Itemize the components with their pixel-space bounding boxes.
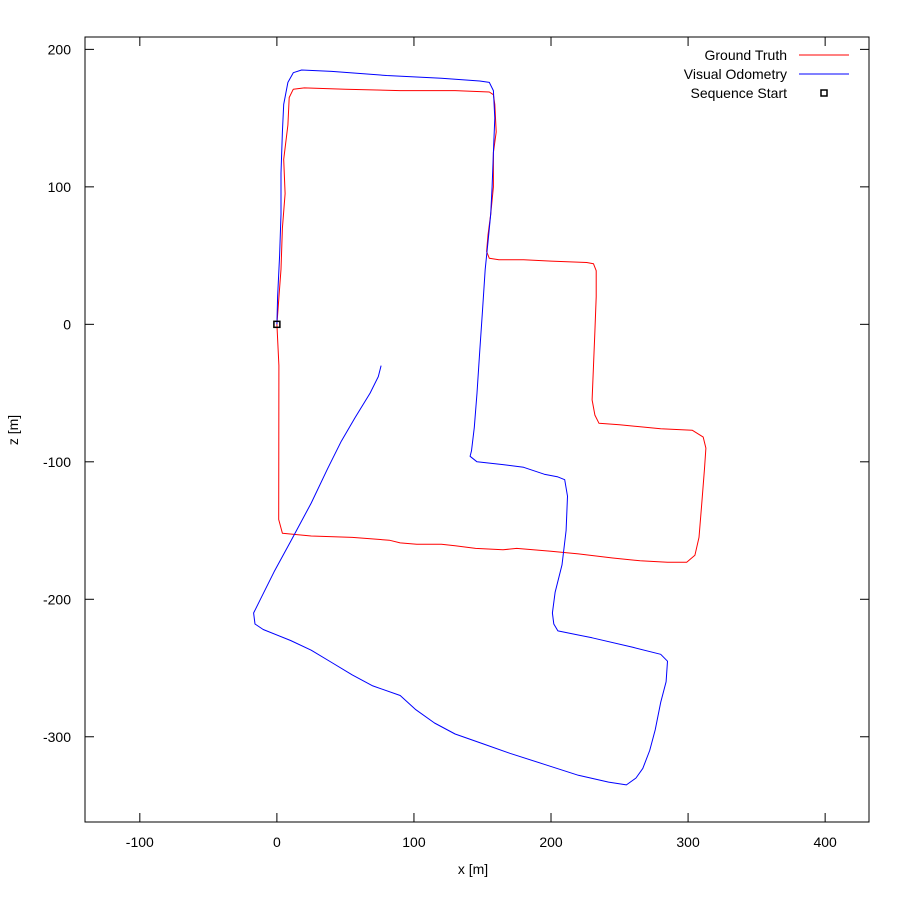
- x-tick-label: -100: [126, 834, 154, 850]
- x-tick-label: 100: [402, 834, 426, 850]
- x-tick-label: 0: [273, 834, 281, 850]
- y-tick-label: -200: [43, 591, 71, 607]
- plot-series: [253, 69, 707, 786]
- legend-swatch-sequence-start: [820, 89, 828, 97]
- legend-label-visual-odometry: Visual Odometry: [684, 66, 787, 82]
- legend: Ground Truth Visual Odometry Sequence St…: [684, 47, 849, 101]
- x-axis-label: x [m]: [458, 861, 488, 877]
- legend-label-ground-truth: Ground Truth: [705, 47, 788, 63]
- y-axis-label: z [m]: [5, 415, 21, 445]
- y-tick-label: 100: [48, 179, 72, 195]
- legend-label-sequence-start: Sequence Start: [690, 85, 787, 101]
- y-tick-label: 0: [63, 316, 71, 332]
- axis-tick-labels: -100 0 100 200 300 400 200 100 0 -100 -200 -300: [43, 41, 837, 850]
- y-tick-label: -300: [43, 729, 71, 745]
- y-tick-label: 200: [48, 41, 72, 57]
- plot-frame: [84, 36, 870, 823]
- plot-markers: [273, 320, 281, 329]
- x-tick-label: 200: [539, 834, 563, 850]
- x-tick-label: 300: [676, 834, 700, 850]
- x-tick-label: 400: [813, 834, 837, 850]
- axis-ticks: [85, 37, 869, 822]
- y-tick-label: -100: [43, 454, 71, 470]
- series-line-ground-truth: [276, 87, 707, 563]
- sequence-start-marker: [273, 320, 281, 329]
- series-line-visual-odometry: [253, 69, 668, 786]
